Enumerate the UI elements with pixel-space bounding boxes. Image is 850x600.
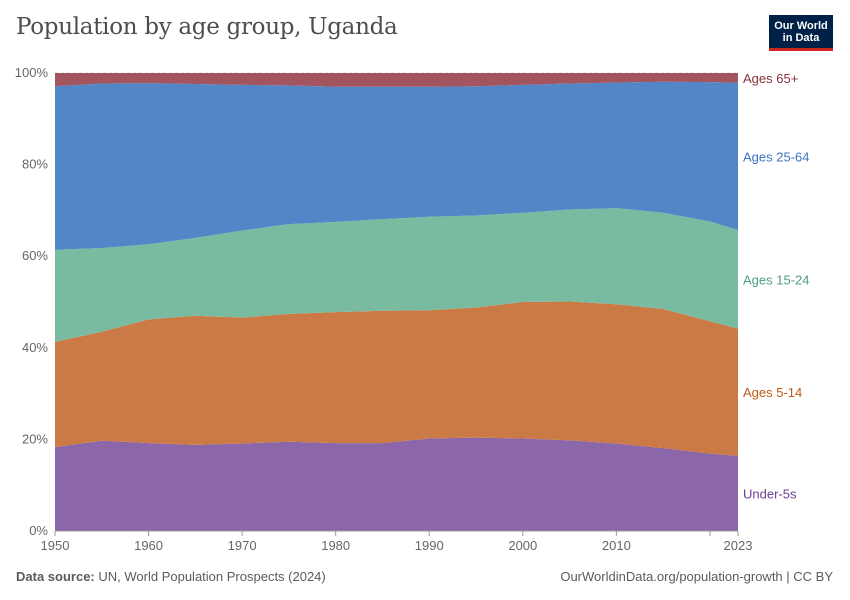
area-ages-5-14[interactable] [55,301,738,456]
series-label: Ages 15-24 [743,272,810,287]
owid-logo[interactable]: Our World in Data [769,15,833,51]
series-labels: Under-5s Ages 5-14 Ages 15-24 Ages 25-64 Age… [743,71,810,502]
chart-title: Population by age group, Uganda [16,14,398,40]
y-tick-label: 20% [22,431,48,446]
areas [55,73,738,531]
x-tick-label: 1970 [228,538,257,553]
y-tick-label: 40% [22,340,48,355]
y-axis: 0% 20% 40% 60% 80% 100% [15,65,49,538]
x-tick-label: 1990 [415,538,444,553]
x-tick-label: 2023 [724,538,753,553]
data-source: Data source: UN, World Population Prospe… [16,569,326,584]
source-link[interactable]: OurWorldinData.org/population-growth | C… [560,569,833,584]
y-tick-label: 100% [15,65,49,80]
x-tick-label: 2010 [602,538,631,553]
x-tick-label: 2000 [508,538,537,553]
data-source-text: UN, World Population Prospects (2024) [98,569,326,584]
y-tick-label: 80% [22,157,48,172]
area-ages-65-[interactable] [55,73,738,87]
x-tick-label: 1950 [41,538,70,553]
series-label: Under-5s [743,486,797,501]
area-under-5s[interactable] [55,437,738,531]
area-ages-15-24[interactable] [55,208,738,342]
area-ages-25-64[interactable] [55,81,738,250]
x-axis: 1950 1960 1970 1980 1990 2000 2010 2023 [41,530,753,553]
series-label: Ages 65+ [743,71,798,86]
y-tick-label: 0% [29,523,48,538]
y-tick-label: 60% [22,248,48,263]
data-source-label: Data source: [16,569,95,584]
x-tick-label: 1980 [321,538,350,553]
series-label: Ages 5-14 [743,385,802,400]
series-label: Ages 25-64 [743,149,810,164]
x-tick-label: 1960 [134,538,163,553]
